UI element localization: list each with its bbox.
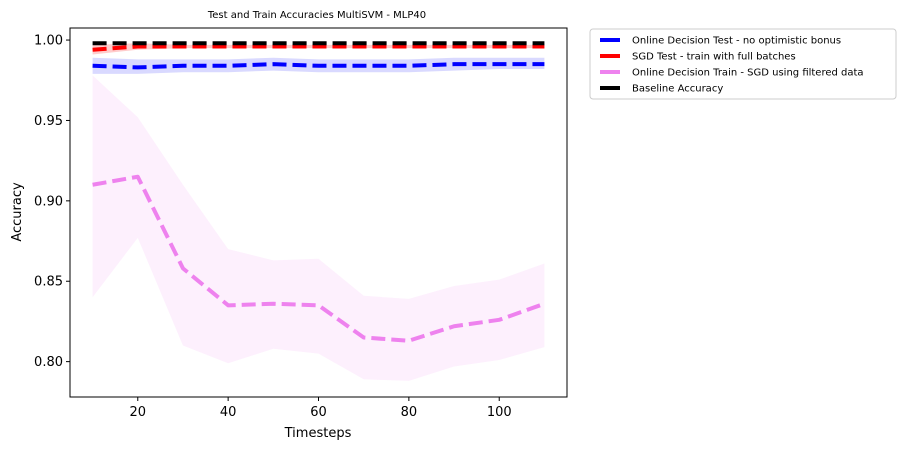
legend: Online Decision Test - no optimistic bon… [589, 28, 897, 100]
y-axis-label: Accuracy [10, 182, 25, 242]
y-axis-ticks: 0.80 0.85 0.90 0.95 1.00 [34, 34, 70, 370]
y-tick-label: 0.80 [34, 355, 63, 370]
legend-label-2: Online Decision Train - SGD using filter… [632, 68, 864, 79]
x-axis-label: Timesteps [284, 426, 352, 441]
y-tick-label: 0.95 [34, 114, 63, 129]
y-tick-label: 0.90 [34, 194, 63, 209]
band-series-2 [92, 75, 545, 381]
legend-label-3: Baseline Accuracy [632, 84, 723, 95]
x-tick-label: 40 [220, 405, 237, 420]
chart-title: Test and Train Accuracies MultiSVM - MLP… [207, 10, 426, 21]
y-tick-label: 0.85 [34, 275, 63, 290]
line-series-1 [92, 44, 545, 52]
series-lines [92, 41, 546, 343]
line-series-0 [92, 62, 545, 70]
legend-label-1: SGD Test - train with full batches [632, 52, 796, 63]
x-axis-ticks: 20 40 60 80 100 [129, 397, 512, 420]
x-tick-label: 20 [129, 405, 146, 420]
confidence-bands [92, 43, 545, 381]
legend-frame [589, 28, 897, 100]
x-tick-label: 80 [401, 405, 418, 420]
legend-label-0: Online Decision Test - no optimistic bon… [632, 36, 841, 47]
line-series-2 [92, 174, 546, 343]
y-tick-label: 1.00 [34, 34, 63, 49]
x-tick-label: 100 [487, 405, 512, 420]
x-tick-label: 60 [310, 405, 327, 420]
